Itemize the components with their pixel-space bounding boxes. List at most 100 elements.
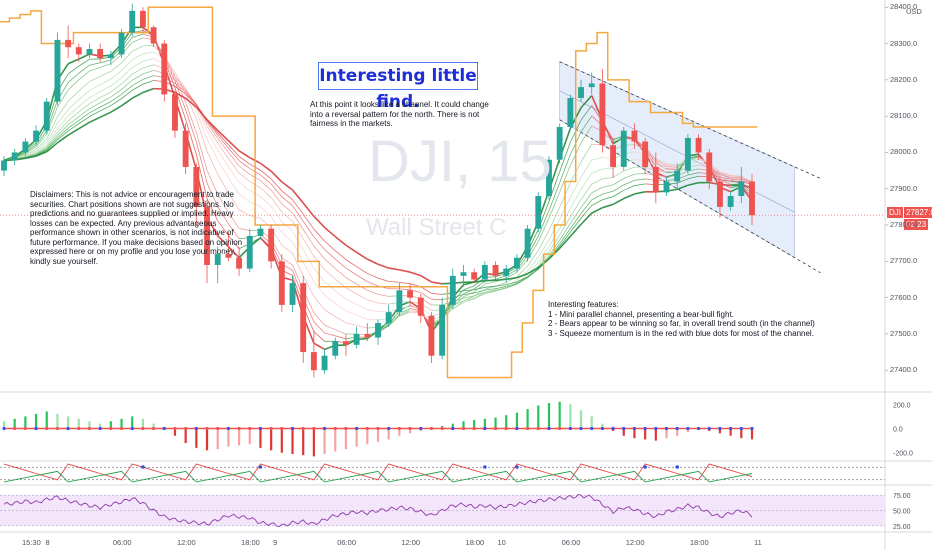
squeeze-dot	[654, 426, 658, 431]
ema-20-seg	[132, 83, 144, 91]
ema-16-seg	[730, 176, 742, 179]
ema-18-seg	[687, 172, 699, 176]
candle-body	[161, 43, 168, 95]
ema-6-seg	[185, 102, 197, 133]
ema-8-seg	[516, 265, 528, 278]
ema-20-seg	[46, 139, 58, 151]
ema-20-seg	[270, 178, 283, 192]
candle-body	[236, 257, 243, 269]
ema-6-seg	[548, 191, 561, 219]
ema-18-seg	[206, 120, 219, 136]
ema-20-seg	[377, 277, 389, 282]
candle-body	[375, 323, 381, 338]
ema-24-seg	[142, 87, 154, 94]
ema-6-seg	[110, 54, 122, 64]
candle-body	[428, 315, 435, 356]
x-tick-label: 8	[45, 538, 50, 547]
squeeze-dot	[130, 426, 134, 431]
ema-24-seg	[25, 155, 37, 160]
ema-6-seg	[239, 228, 250, 231]
ema-14-seg	[580, 183, 593, 200]
squeeze-dot	[376, 426, 380, 431]
squeeze-dot	[397, 426, 401, 431]
ema-14-seg	[377, 302, 389, 305]
squeeze-dot	[301, 426, 305, 431]
ema-24-seg	[78, 121, 90, 130]
features-note: Interesting features: 1 - Mini parallel …	[548, 300, 848, 338]
ema-16-seg	[217, 138, 229, 153]
ema-12-seg	[195, 106, 208, 132]
squeeze-dot	[419, 426, 423, 431]
squeeze-dot	[504, 426, 508, 431]
ema-12-seg	[142, 58, 154, 62]
ema-10-seg	[99, 78, 112, 85]
ema-24-seg	[431, 281, 443, 285]
ema-5-seg	[548, 182, 561, 211]
ema-5-seg	[195, 142, 208, 184]
y-tick-label: 27900.0	[890, 183, 918, 193]
ema-14-seg	[78, 103, 90, 113]
watermark-source: Wall Street C	[366, 214, 507, 241]
ema-18-seg	[35, 148, 47, 156]
ema-20-seg	[495, 284, 507, 287]
ema-14-seg	[559, 216, 571, 236]
ema-6-seg	[206, 170, 219, 195]
squeeze-dot	[13, 426, 17, 431]
candle-body	[246, 235, 253, 269]
ema-14-seg	[367, 299, 379, 304]
ema-10-seg	[281, 232, 293, 243]
squeeze-dot	[451, 426, 455, 431]
ema-24-seg	[377, 263, 389, 269]
ema-6-seg	[506, 271, 518, 279]
note-top: At this point it looks like a channel. I…	[310, 100, 489, 128]
ema-20-seg	[719, 179, 731, 182]
squeeze-dot	[194, 426, 198, 431]
ema-18-seg	[334, 258, 347, 269]
ema-18-seg	[185, 91, 197, 105]
candle-body	[407, 290, 413, 298]
candle-body	[54, 39, 61, 102]
ema-24-seg	[313, 215, 326, 229]
ema-24-seg	[302, 202, 315, 217]
candle-body	[620, 130, 627, 167]
squeeze-dot	[718, 426, 722, 431]
ema-14-seg	[67, 111, 80, 122]
candle-body	[524, 228, 531, 258]
ema-4-seg	[559, 142, 571, 172]
squeeze-dot	[173, 426, 177, 431]
ema-18-seg	[57, 127, 69, 139]
ema-20-seg	[292, 199, 304, 215]
y-tick-label: 28000.0	[890, 147, 918, 157]
squeeze-dot	[632, 426, 637, 431]
ema-8-seg	[399, 311, 411, 317]
ema-18-seg	[495, 286, 507, 289]
ema-18-seg	[238, 160, 251, 169]
ema-24-seg	[506, 276, 518, 281]
ema-14-seg	[302, 238, 315, 257]
chart-title: Interesting little find.	[318, 62, 478, 112]
ema-20-seg	[334, 250, 347, 260]
ema-12-seg	[730, 174, 742, 177]
ema-14-seg	[484, 290, 496, 294]
ema-20-seg	[677, 178, 689, 184]
ema-20-seg	[623, 185, 635, 191]
ema-14-seg	[730, 175, 742, 177]
ema-16-seg	[570, 207, 582, 224]
ema-12-seg	[132, 60, 144, 68]
ema-18-seg	[719, 176, 731, 180]
ema-16-seg	[559, 223, 571, 241]
ema-24-seg	[634, 191, 646, 195]
candle-body	[332, 341, 339, 356]
ema-20-seg	[399, 281, 411, 285]
ema-18-seg	[474, 289, 485, 294]
x-tick-label: 12:00	[401, 538, 421, 547]
candle-body	[546, 159, 552, 196]
ema-18-seg	[121, 85, 133, 95]
ema-16-seg	[99, 96, 112, 104]
x-tick-label: 11	[753, 538, 762, 547]
ema-24-seg	[356, 251, 368, 260]
ema-24-seg	[527, 266, 539, 275]
ema-8-seg	[292, 253, 304, 276]
ema-8-seg	[142, 45, 154, 47]
ema-16-seg	[121, 79, 133, 90]
